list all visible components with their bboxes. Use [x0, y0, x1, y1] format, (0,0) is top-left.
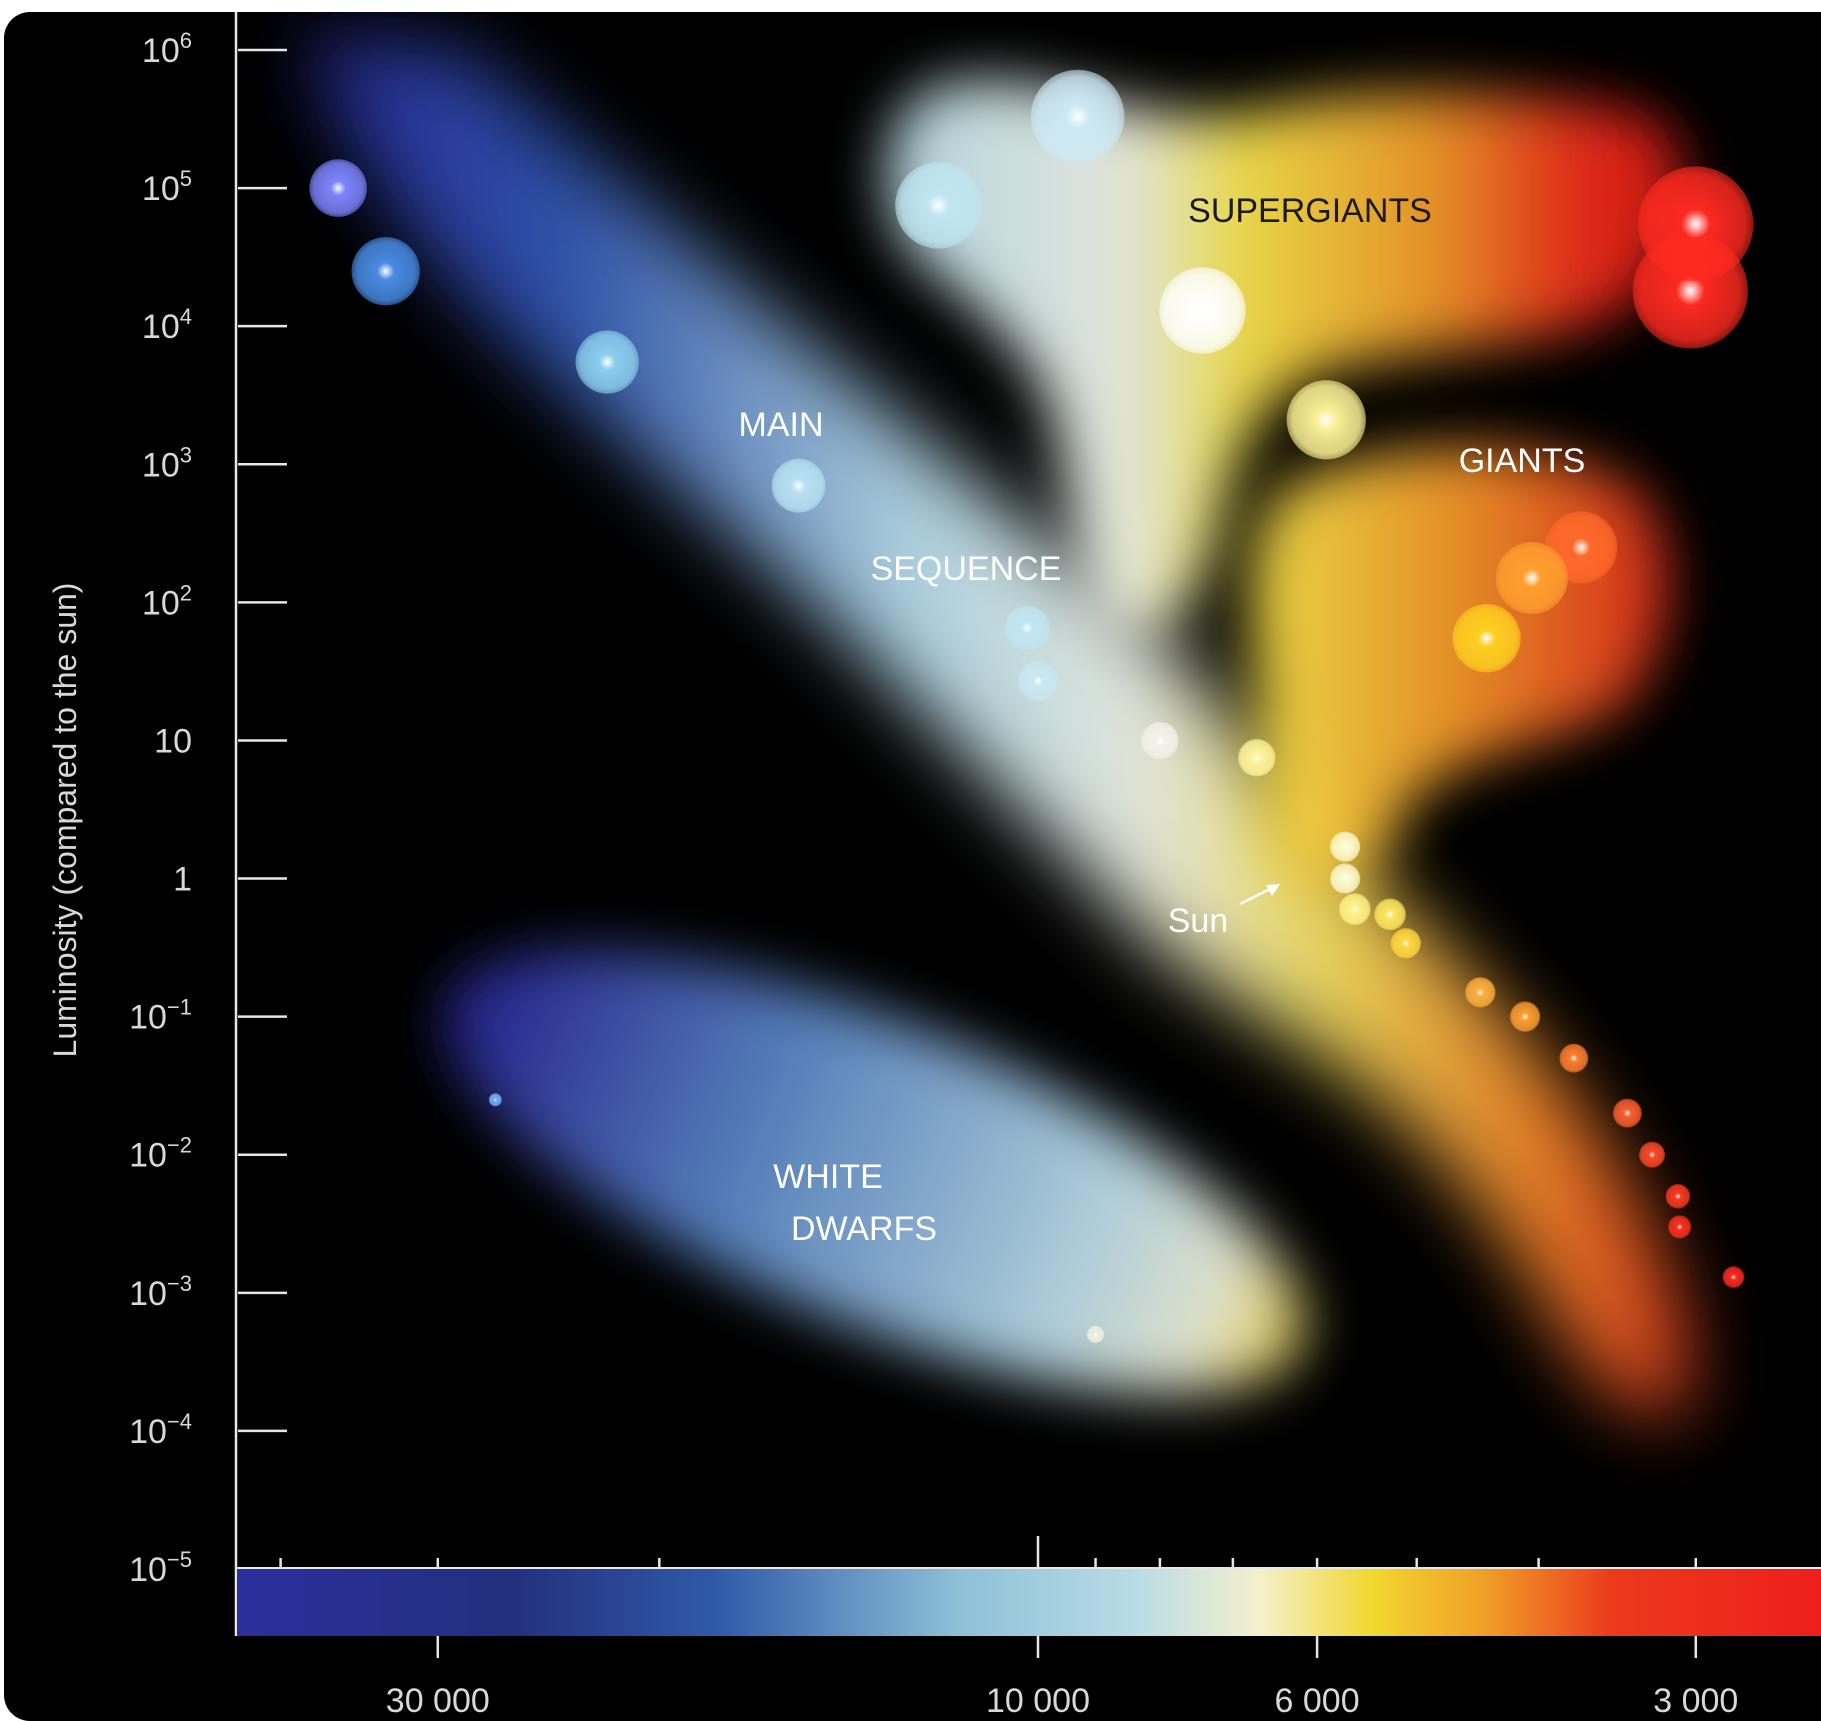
main_sequence-star-7 [1329, 831, 1361, 862]
y-tick-label-2: 104 [142, 304, 192, 346]
y-tick-label-10: 10−4 [129, 1409, 192, 1451]
supergiants-star-6 [1638, 166, 1754, 282]
main-sequence-band [304, 32, 1690, 1416]
main_sequence-star-3 [1004, 605, 1050, 651]
sun-arrow [1239, 886, 1273, 906]
y-tick-label-11: 10−5 [129, 1547, 192, 1589]
white_dwarfs-star-0 [488, 1093, 502, 1107]
supergiants-star-0 [309, 159, 367, 217]
main_sequence-star-2 [771, 458, 826, 513]
x-tick-label-0: 30 000 [386, 1682, 490, 1720]
label-sequence: SEQUENCE [871, 550, 1062, 588]
region-glows [304, 32, 1690, 1416]
temperature-color-bar [238, 1568, 1821, 1636]
main_sequence-star-9 [1338, 893, 1371, 926]
main_sequence-star-19 [1722, 1266, 1745, 1288]
label-dwarfs: DWARFS [791, 1210, 937, 1248]
y-tick-label-8: 10−2 [129, 1133, 192, 1175]
main_sequence-star-11 [1390, 928, 1421, 959]
y-tick-label-1: 105 [142, 166, 192, 208]
main_sequence-star-6 [1238, 738, 1276, 777]
y-tick-label-4: 102 [142, 580, 192, 622]
star-markers [309, 69, 1754, 1344]
main_sequence-star-13 [1509, 1001, 1541, 1032]
main_sequence-star-0 [351, 237, 420, 306]
y-tick-label-9: 10−3 [129, 1271, 192, 1313]
label-main: MAIN [739, 406, 824, 444]
x-tick-label-3: 3 000 [1653, 1682, 1738, 1720]
main_sequence-star-16 [1639, 1141, 1666, 1168]
y-axis-title: Luminosity (compared to the sun) [47, 583, 83, 1058]
y-tick-label-6: 1 [173, 861, 192, 899]
supergiants-star-2 [1030, 69, 1125, 164]
main_sequence-star-5 [1141, 721, 1179, 760]
main_sequence-star-18 [1668, 1215, 1692, 1239]
y-tick-label-3: 103 [142, 442, 192, 484]
hr-diagram-panel: 106 105 104 103 102 10 1 10−1 10−2 10−3 10−4 10−5 3… [4, 12, 1821, 1721]
main_sequence-star-10 [1374, 898, 1406, 931]
main_sequence-star-8 [1329, 863, 1361, 894]
y-tick-label-7: 10−1 [129, 995, 192, 1037]
x-tick-label-2: 6 000 [1275, 1682, 1360, 1720]
label-white: WHITE [773, 1158, 883, 1196]
main_sequence-star-12 [1465, 977, 1496, 1008]
giants-star-2 [1452, 604, 1521, 673]
y-tick-label-5: 10 [154, 722, 192, 760]
supergiants-band [886, 80, 1683, 637]
y-tick-label-0: 106 [142, 28, 192, 70]
main_sequence-star-17 [1665, 1184, 1691, 1209]
supergiants-star-3 [1159, 267, 1246, 354]
main_sequence-star-4 [1018, 661, 1058, 701]
main_sequence-star-15 [1612, 1098, 1642, 1128]
label-sun: Sun [1168, 902, 1229, 940]
white_dwarfs-star-1 [1086, 1325, 1105, 1344]
main_sequence-star-14 [1559, 1043, 1589, 1073]
giants-band [1250, 448, 1668, 897]
x-tick-label-1: 10 000 [986, 1682, 1090, 1720]
main_sequence-star-1 [575, 330, 639, 394]
label-giants: GIANTS [1459, 442, 1586, 480]
sun-arrowhead [1266, 884, 1280, 896]
label-supergiants: SUPERGIANTS [1188, 192, 1432, 230]
white-dwarfs-band [443, 950, 1305, 1394]
supergiants-star-1 [895, 162, 982, 249]
supergiants-star-4 [1286, 380, 1366, 460]
giants-star-1 [1495, 542, 1568, 615]
